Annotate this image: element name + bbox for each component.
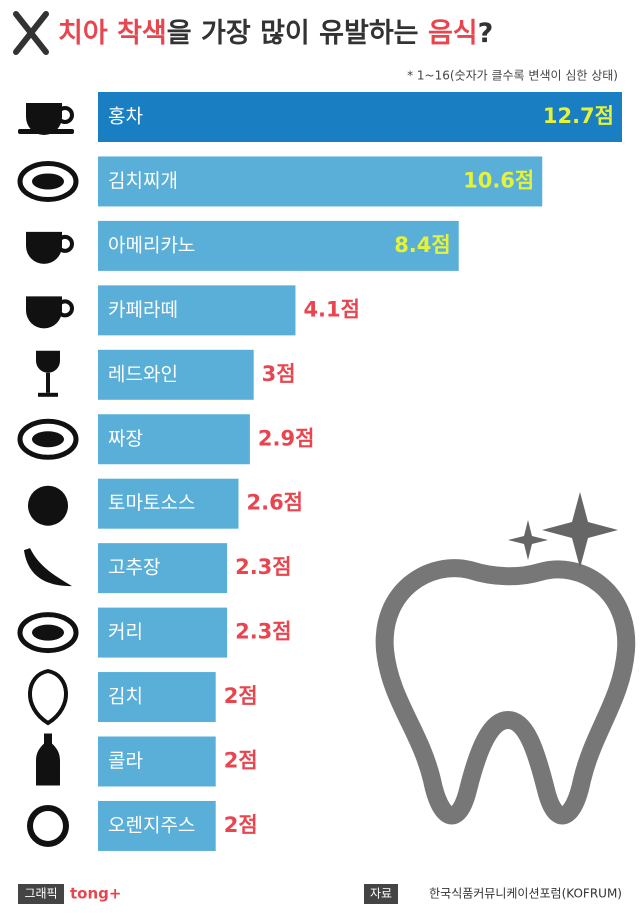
chart-title: 치아 착색을 가장 많이 유발하는 음식? — [58, 18, 493, 49]
category-label: 아메리카노 — [108, 234, 195, 256]
title-part: 음식 — [428, 18, 478, 49]
category-label: 레드와인 — [108, 363, 178, 385]
cup — [26, 296, 62, 329]
food-icon — [17, 160, 79, 202]
food-icon — [18, 103, 74, 135]
food-icon — [24, 548, 72, 587]
food-icon — [36, 350, 60, 397]
bar — [98, 349, 254, 400]
bowl — [17, 160, 79, 202]
graphic-label: 그래픽 — [24, 887, 57, 901]
category-label: 짜장 — [108, 428, 143, 450]
category-label: 오렌지주스 — [108, 814, 195, 836]
stem — [46, 372, 50, 393]
food — [32, 173, 64, 190]
pulp — [33, 810, 63, 841]
food-icon — [28, 485, 68, 526]
food-icon — [27, 804, 69, 847]
cup — [26, 103, 62, 135]
category-label: 김치 — [108, 686, 143, 708]
value-label: 4.1점 — [303, 297, 360, 321]
footer-box — [364, 884, 398, 904]
bar — [98, 285, 296, 336]
value-label: 10.6점 — [463, 168, 534, 192]
footer-box — [18, 884, 64, 904]
bowl — [17, 612, 79, 654]
value-label: 2.3점 — [235, 555, 292, 579]
bowl — [17, 418, 79, 460]
food — [32, 624, 64, 641]
food-icon — [26, 231, 74, 264]
category-label: 김치찌개 — [108, 170, 178, 192]
source: 한국식품커뮤니케이션포럼(KOFRUM) — [429, 887, 622, 901]
note: * 1~16(숫자가 클수록 변색이 심한 상태) — [407, 69, 618, 83]
category-label: 고추장 — [108, 557, 160, 579]
brand: tong+ — [70, 885, 121, 903]
bar — [98, 478, 239, 529]
value-label: 2점 — [224, 684, 258, 708]
utensils-icon — [13, 11, 49, 55]
title-part: 을 가장 많이 유발하는 — [167, 18, 428, 49]
cup — [26, 231, 62, 264]
bar — [98, 92, 622, 142]
bottle — [36, 733, 60, 786]
food-icon — [17, 612, 79, 654]
food — [32, 431, 64, 448]
bar — [98, 736, 216, 787]
bar — [98, 672, 216, 723]
value-label: 2.3점 — [235, 620, 292, 644]
handle — [56, 234, 74, 253]
value-label: 2.6점 — [246, 491, 303, 515]
category-label: 홍차 — [108, 106, 143, 128]
cabbage — [28, 669, 68, 726]
bar — [98, 543, 228, 594]
category-label: 콜라 — [108, 750, 143, 772]
food-icon — [28, 669, 68, 726]
value-label: 8.4점 — [394, 233, 451, 257]
food-icon — [26, 296, 74, 329]
saucer — [18, 129, 74, 134]
source-label: 자료 — [370, 887, 392, 901]
category-label: 카페라떼 — [108, 299, 178, 321]
food-icon — [17, 418, 79, 460]
title-part: ? — [478, 18, 494, 49]
bar — [98, 220, 459, 271]
bar — [98, 800, 216, 851]
bar — [98, 156, 543, 207]
pepper — [24, 548, 72, 587]
category-label: 커리 — [108, 621, 143, 643]
value-label: 12.7점 — [543, 104, 614, 128]
tomato — [28, 485, 68, 526]
value-label: 2점 — [224, 749, 258, 773]
handle — [56, 106, 74, 124]
handle — [56, 299, 74, 318]
category-label: 토마토소스 — [108, 492, 195, 514]
value-label: 2점 — [224, 813, 258, 837]
base — [38, 392, 58, 397]
value-label: 2.9점 — [258, 426, 315, 450]
bar — [98, 414, 250, 465]
bar — [98, 607, 228, 658]
tooth-illustration — [375, 492, 636, 825]
title-part: 치아 착색 — [58, 18, 167, 49]
value-label: 3점 — [262, 362, 296, 386]
glass — [36, 350, 60, 373]
food-icon — [36, 733, 60, 786]
